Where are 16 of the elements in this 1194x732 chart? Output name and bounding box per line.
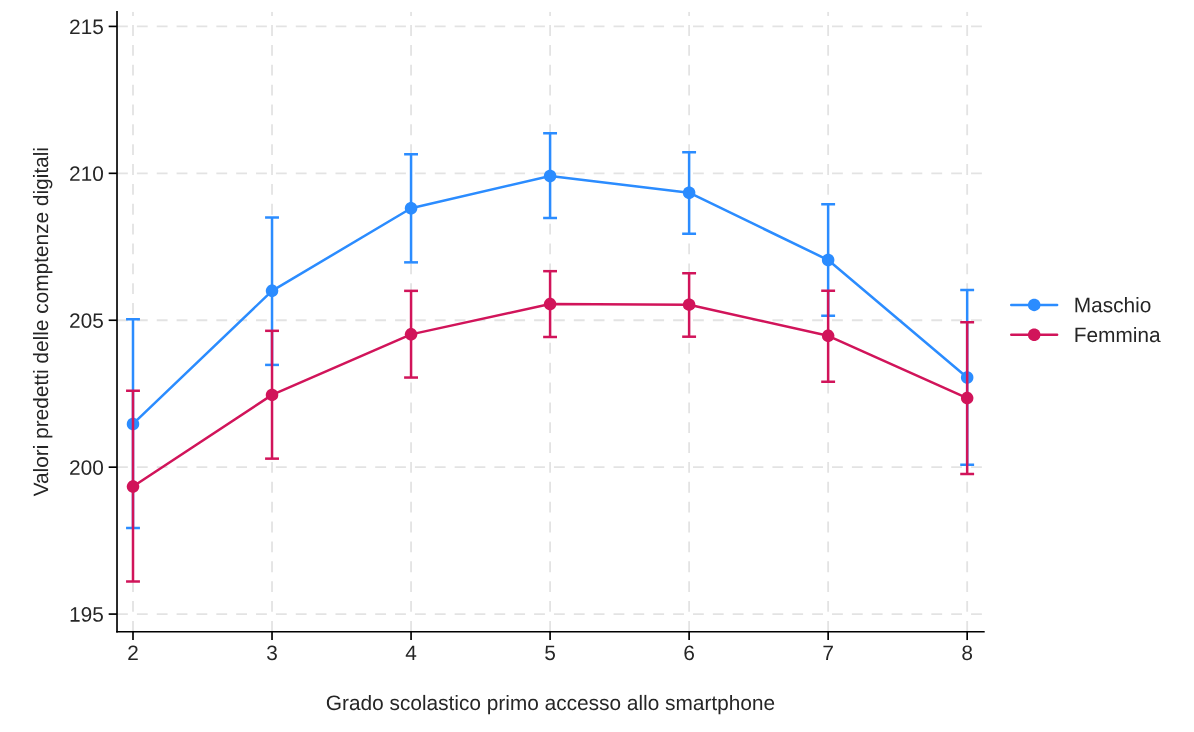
x-axis-title: Grado scolastico primo accesso allo smartphone [326, 694, 775, 715]
x-tick-label: 6 [684, 645, 694, 661]
y-tick-label: 215 [70, 19, 103, 35]
x-tick-label: 7 [823, 645, 833, 661]
legend-label: Femmina [1075, 326, 1161, 343]
y-tick-label: 210 [70, 166, 104, 182]
x-tick-label: 2 [128, 645, 138, 661]
y-tick-label: 205 [70, 313, 103, 328]
y-axis-title: Valori predetti delle comptenze digitali [32, 148, 53, 497]
x-tick-label: 8 [962, 645, 973, 661]
x-tick-label: 5 [545, 645, 556, 661]
y-tick-label: 200 [70, 460, 104, 475]
y-tick-label: 195 [70, 607, 103, 622]
legend-label: Maschio [1075, 297, 1151, 313]
x-tick-label: 3 [267, 645, 277, 661]
x-tick-label: 4 [405, 645, 417, 661]
